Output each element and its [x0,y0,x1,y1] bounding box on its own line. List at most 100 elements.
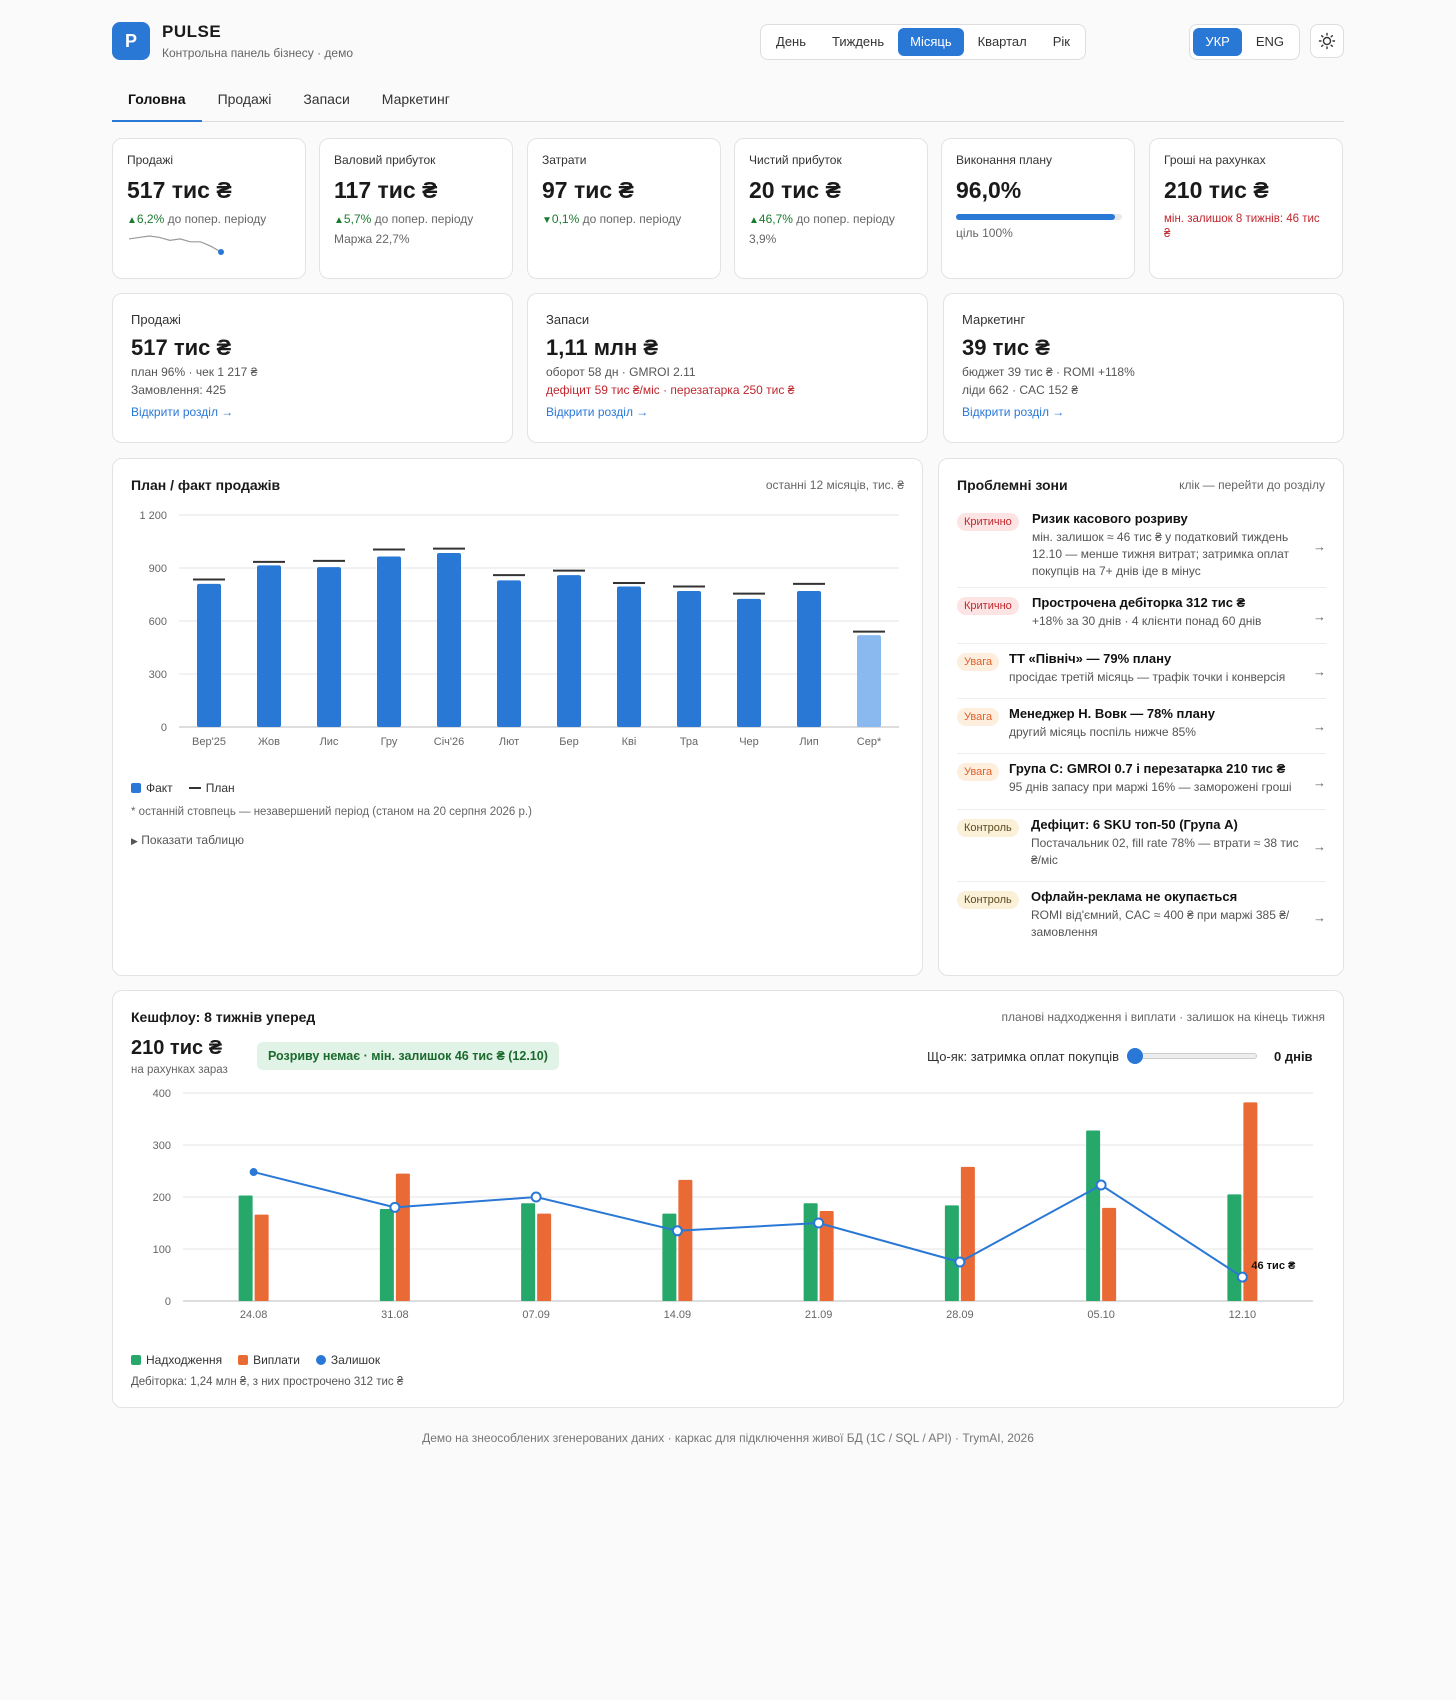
language-option[interactable]: УКР [1193,28,1242,56]
arrow-right-icon: → [1313,838,1326,854]
problem-item[interactable]: Увага ТТ «Північ» — 79% плану просідає тре… [957,649,1326,699]
inflow-bar[interactable] [662,1213,677,1301]
y-tick-label: 0 [165,1296,171,1308]
section-label: Продажі [131,312,181,327]
x-tick-label: 31.08 [381,1309,409,1321]
kpi-card[interactable]: Продажі 517 тис ₴ ▲ 6,2% до попер. періоду [112,138,306,279]
receivables-text: Дебіторка: 1,24 млн ₴, з них прострочено… [131,1376,404,1388]
whatif-label: Що-як: затримка оплат покупців [927,1049,1120,1064]
theme-toggle-button[interactable] [1310,24,1344,58]
outflow-bar[interactable] [1243,1102,1258,1301]
kpi-card[interactable]: Валовий прибуток 117 тис ₴ ▲ 5,7% до попер… [319,138,513,279]
fact-bar[interactable] [197,583,221,727]
balance-end-label: 46 тис ₴ [1251,1260,1296,1272]
x-tick-label: 21.09 [805,1309,833,1321]
outflow-bar[interactable] [678,1179,693,1301]
period-option[interactable]: День [776,34,807,49]
section-card[interactable]: Продажі 517 тис ₴ план 96% · чек 1 217 ₴ За… [112,293,513,443]
fact-bar[interactable] [557,575,581,727]
problem-badge: Критично [957,597,1019,615]
app-logo: P [112,22,150,60]
outflow-bar[interactable] [819,1211,834,1301]
problem-item[interactable]: Увага Менеджер Н. Вовк — 78% плану другий … [957,704,1326,754]
fact-bar[interactable] [497,580,521,727]
inflow-bar[interactable] [238,1195,253,1301]
fact-bar[interactable] [797,590,821,727]
fact-bar[interactable] [737,598,761,727]
legend-label: Надходження [146,1353,223,1367]
period-option[interactable]: Квартал [977,34,1027,49]
inflow-bar[interactable] [521,1203,536,1301]
problem-item[interactable]: Критично Прострочена дебіторка 312 тис ₴ +… [957,593,1326,644]
kpi-delta-suffix: до попер. періоду [796,212,895,226]
kpi-delta-suffix: до попер. періоду [167,212,267,226]
section-card[interactable]: Запаси 1,11 млн ₴ оборот 58 дн · GMROI 2.1… [527,293,928,443]
y-tick-label: 600 [149,616,167,628]
problem-title: ТТ «Північ» — 79% плану [1009,651,1172,666]
problem-description: мін. залишок ≈ 46 тис ₴ у податковий тиж… [1032,529,1306,580]
kpi-value: 96,0% [956,177,1022,203]
y-tick-label: 200 [153,1192,171,1204]
open-section-link[interactable]: Відкрити розділ → [546,405,649,419]
kpi-card[interactable]: Гроші на рахунках 210 тис ₴ мін. залишок 8… [1149,138,1343,279]
inflow-bar[interactable] [944,1205,959,1301]
open-section-link[interactable]: Відкрити розділ → [962,405,1065,419]
balance-point[interactable] [954,1256,966,1268]
outflow-bar[interactable] [960,1166,975,1301]
problem-badge: Увага [957,763,1000,781]
fact-bar[interactable] [257,565,281,727]
kpi-card[interactable]: Чистий прибуток 20 тис ₴ ▲ 46,7% до попер.… [734,138,928,279]
problem-item[interactable]: Контроль Дефіцит: 6 SKU топ-50 (Група A) П… [957,815,1326,882]
fact-bar[interactable] [857,635,881,727]
cashflow-card: Кешфлоу: 8 тижнів уперед планові надходж… [112,990,1344,1408]
x-tick-label: 24.08 [240,1309,268,1321]
outflow-bar[interactable] [1102,1207,1117,1301]
section-card[interactable]: Маркетинг 39 тис ₴ бюджет 39 тис ₴ · ROMI … [943,293,1344,443]
tab-1[interactable]: Продажі [217,91,272,107]
outflow-bar[interactable] [395,1173,410,1301]
balance-point[interactable] [1236,1271,1248,1283]
balance-point[interactable] [530,1191,542,1203]
y-tick-label: 0 [161,722,167,734]
inflow-bar[interactable] [1086,1130,1101,1301]
period-option[interactable]: Рік [1052,34,1070,49]
problem-badge: Увага [957,708,1000,726]
balance-point[interactable] [671,1225,683,1237]
balance-point[interactable] [813,1217,825,1229]
legend-fact-swatch [131,783,141,793]
period-option[interactable]: Місяць [898,28,964,56]
kpi-delta: ▼ 0,1% до попер. періоду [542,212,706,226]
open-section-link[interactable]: Відкрити розділ → [131,405,234,419]
balance-point[interactable] [249,1168,258,1177]
slider-thumb[interactable] [1127,1048,1143,1064]
problem-item[interactable]: Контроль Офлайн-реклама не окупається ROMI… [957,887,1326,953]
tab-0[interactable]: Головна [112,82,202,122]
fact-bar[interactable] [677,590,701,727]
kpi-card[interactable]: Виконання плану 96,0% ціль 100% [941,138,1135,279]
inflow-bar[interactable] [1227,1194,1242,1301]
outflow-bar[interactable] [254,1214,269,1301]
outflow-bar[interactable] [537,1213,552,1301]
language-option[interactable]: ENG [1255,34,1284,49]
legend-swatch [131,1355,141,1365]
problems-hint: клік — перейти до розділу [1179,478,1325,492]
tab-2[interactable]: Запаси [303,91,350,107]
fact-bar[interactable] [317,567,341,727]
balance-point[interactable] [1095,1179,1107,1191]
period-option[interactable]: Тиждень [832,34,885,49]
inflow-bar[interactable] [379,1208,394,1301]
sales-sparkline [128,235,224,255]
tab-3[interactable]: Маркетинг [381,91,450,107]
kpi-label: Виконання плану [956,153,1052,167]
problem-item[interactable]: Критично Ризик касового розриву мін. залиш… [957,509,1326,588]
fact-bar[interactable] [617,586,641,727]
balance-point[interactable] [389,1201,401,1213]
problem-description-line: другий місяць поспіль нижче 85% [1009,725,1196,739]
delay-slider[interactable] [1127,1048,1257,1064]
show-table-toggle[interactable]: ▶ Показати таблицю [131,833,244,847]
fact-bar[interactable] [377,556,401,727]
problem-item[interactable]: Увага Група C: GMROI 0.7 і перезатарка 21… [957,759,1326,810]
inflow-bar[interactable] [803,1203,818,1301]
kpi-card[interactable]: Затрати 97 тис ₴ ▼ 0,1% до попер. періоду [527,138,721,279]
fact-bar[interactable] [437,552,461,727]
